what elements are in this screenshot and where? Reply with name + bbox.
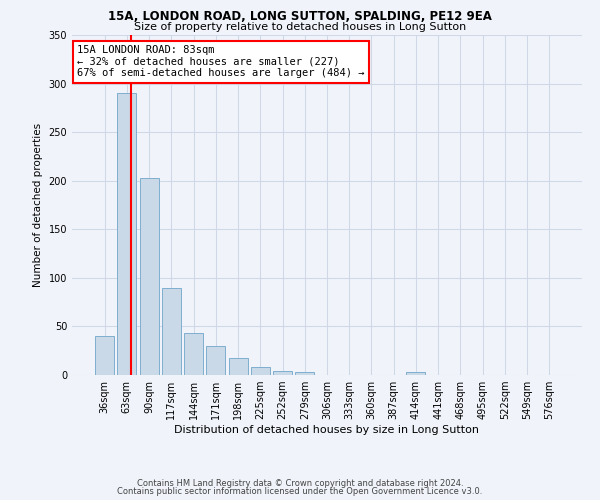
Bar — [295, 372, 314, 375]
Bar — [118, 94, 136, 375]
Text: Size of property relative to detached houses in Long Sutton: Size of property relative to detached ho… — [134, 22, 466, 32]
Bar — [140, 178, 158, 375]
Bar — [162, 288, 181, 375]
Bar — [184, 333, 203, 375]
Bar — [206, 346, 225, 375]
Text: Contains HM Land Registry data © Crown copyright and database right 2024.: Contains HM Land Registry data © Crown c… — [137, 478, 463, 488]
Text: 15A, LONDON ROAD, LONG SUTTON, SPALDING, PE12 9EA: 15A, LONDON ROAD, LONG SUTTON, SPALDING,… — [108, 10, 492, 23]
Bar — [273, 371, 292, 375]
Bar — [229, 358, 248, 375]
Y-axis label: Number of detached properties: Number of detached properties — [33, 123, 43, 287]
Bar — [251, 367, 270, 375]
Text: Contains public sector information licensed under the Open Government Licence v3: Contains public sector information licen… — [118, 487, 482, 496]
Bar — [406, 372, 425, 375]
Bar — [95, 336, 114, 375]
Text: 15A LONDON ROAD: 83sqm
← 32% of detached houses are smaller (227)
67% of semi-de: 15A LONDON ROAD: 83sqm ← 32% of detached… — [77, 45, 365, 78]
X-axis label: Distribution of detached houses by size in Long Sutton: Distribution of detached houses by size … — [175, 425, 479, 435]
